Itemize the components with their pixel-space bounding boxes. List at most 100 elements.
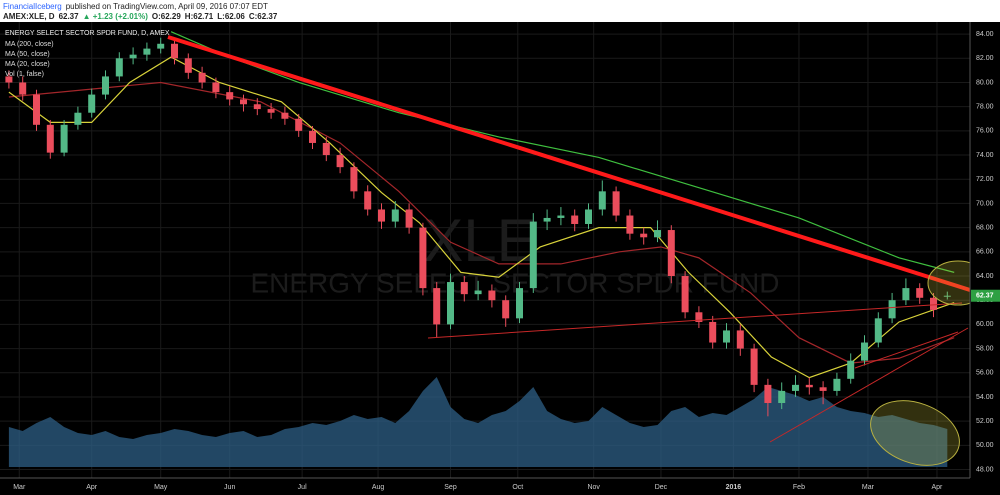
- volume-area: [8, 377, 948, 467]
- moving-average: [8, 56, 955, 379]
- x-tick-label: Jun: [224, 484, 235, 491]
- candle-body: [805, 384, 813, 388]
- candle-body: [792, 384, 799, 391]
- legend-title: ENERGY SELECT SECTOR SPDR FUND, D, AMEX: [5, 30, 170, 37]
- candle-body: [654, 230, 661, 238]
- candle-body: [184, 58, 192, 73]
- candle-body: [405, 209, 413, 228]
- candle-body: [143, 48, 151, 55]
- y-tick-label: 74.00: [976, 152, 994, 159]
- trend-line: [167, 35, 971, 292]
- x-tick-label: Oct: [512, 484, 523, 491]
- last-price-label: 62.37: [976, 293, 994, 300]
- candle-body: [240, 99, 247, 105]
- candle-body: [460, 282, 468, 295]
- y-tick-label: 80.00: [976, 79, 994, 86]
- candle-body: [171, 43, 178, 59]
- candle-body: [861, 342, 868, 361]
- y-tick-label: 72.00: [976, 176, 994, 183]
- trend-line: [769, 327, 969, 443]
- candle-body: [640, 233, 648, 238]
- candle-body: [129, 54, 137, 59]
- candle-body: [695, 312, 703, 322]
- close: C:62.37: [248, 12, 278, 21]
- y-tick-label: 54.00: [976, 394, 994, 401]
- candle-body: [267, 109, 275, 113]
- candle-body: [88, 94, 96, 113]
- candle-body: [102, 76, 109, 95]
- candle-body: [419, 227, 427, 289]
- y-tick-label: 76.00: [976, 128, 994, 135]
- y-tick-label: 52.00: [976, 418, 994, 425]
- candle-body: [46, 124, 54, 153]
- candle-body: [5, 76, 13, 83]
- candle-body: [474, 290, 482, 295]
- y-tick-label: 60.00: [976, 321, 994, 328]
- y-tick-label: 48.00: [976, 466, 994, 473]
- candle-body: [364, 191, 372, 210]
- candle-body: [488, 290, 496, 301]
- candle-body: [819, 387, 827, 391]
- header: FinancialIceberg published on TradingView…: [0, 0, 1000, 22]
- x-tick-label: Aug: [372, 484, 385, 491]
- y-tick-label: 68.00: [976, 224, 994, 231]
- candle-body: [336, 155, 344, 168]
- x-tick-label: Mar: [862, 484, 875, 491]
- y-tick-label: 56.00: [976, 370, 994, 377]
- y-tick-label: 70.00: [976, 200, 994, 207]
- candle-body: [516, 288, 523, 319]
- candle-body: [74, 112, 82, 125]
- last: 62.37: [58, 12, 79, 21]
- candle-body: [888, 300, 896, 319]
- x-tick-label: Apr: [86, 484, 98, 491]
- published: published on TradingView.com, April 09, …: [65, 2, 268, 11]
- candle-body: [778, 390, 786, 404]
- annotations: [167, 35, 989, 466]
- candle-body: [309, 130, 316, 143]
- candle-body: [750, 348, 758, 385]
- candle-body: [902, 288, 910, 301]
- candle-body: [543, 217, 551, 222]
- x-tick-label: 2016: [726, 484, 742, 491]
- y-tick-label: 78.00: [976, 104, 994, 111]
- candle-body: [874, 318, 882, 343]
- x-tick-label: Dec: [655, 484, 668, 491]
- high: H:62.71: [184, 12, 214, 21]
- candle-body: [833, 378, 841, 391]
- y-tick-label: 82.00: [976, 55, 994, 62]
- moving-average: [170, 31, 955, 273]
- watermark-name: ENERGY SELECT SECTOR SPDR FUND: [250, 267, 779, 298]
- x-tick-label: Jul: [298, 484, 307, 491]
- x-tick-label: Sep: [444, 484, 457, 491]
- candle-body: [571, 215, 579, 224]
- legend-entry: MA (20, close): [5, 61, 50, 68]
- candle-body: [391, 209, 399, 222]
- candle-body: [612, 191, 620, 216]
- candle-body: [198, 72, 206, 83]
- candle-body: [157, 43, 165, 49]
- symbol: AMEX:XLE, D: [3, 12, 55, 21]
- change: ▲ +1.23 (+2.01%): [82, 12, 148, 21]
- y-tick-label: 84.00: [976, 31, 994, 38]
- candle-body: [667, 230, 675, 277]
- candle-body: [226, 92, 234, 100]
- open: O:62.29: [151, 12, 181, 21]
- candle-body: [350, 167, 358, 192]
- y-tick-label: 66.00: [976, 249, 994, 256]
- trend-line: [427, 302, 963, 339]
- x-tick-label: Mar: [13, 484, 26, 491]
- candle-body: [19, 82, 27, 95]
- low: L:62.06: [217, 12, 245, 21]
- candle-body: [681, 276, 689, 313]
- y-tick-label: 64.00: [976, 273, 994, 280]
- legend-entry: MA (50, close): [5, 51, 50, 58]
- candle-body: [847, 360, 855, 379]
- candle-body: [212, 82, 220, 93]
- candle-body: [447, 282, 454, 325]
- trend-line: [854, 331, 959, 369]
- last-price-box: [971, 289, 1000, 302]
- candle-body: [736, 330, 744, 349]
- author[interactable]: FinancialIceberg: [3, 2, 62, 11]
- candle-body: [281, 112, 289, 119]
